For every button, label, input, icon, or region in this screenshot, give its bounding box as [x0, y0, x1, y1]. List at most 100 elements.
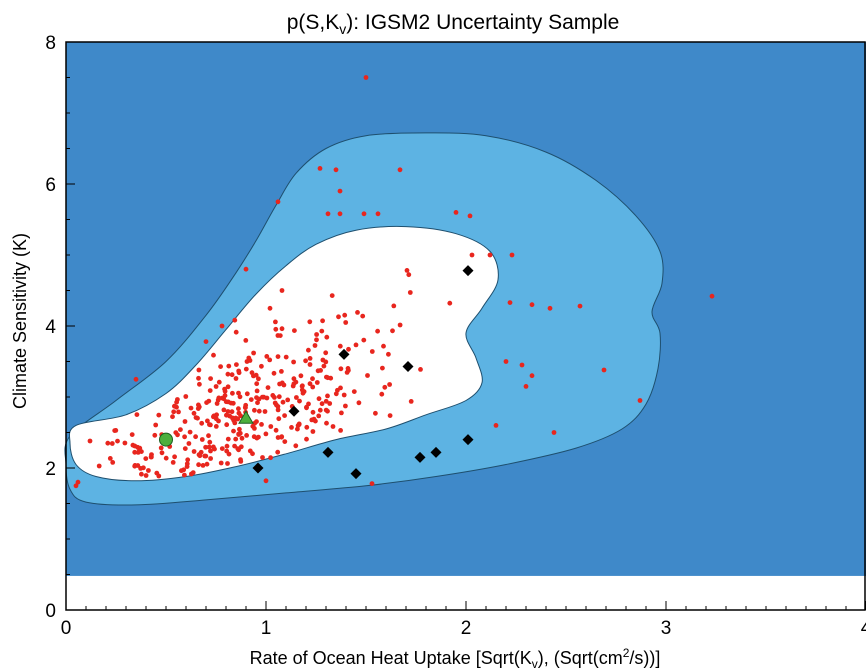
sample-point: [113, 428, 119, 433]
sample-point: [263, 431, 269, 437]
sample-point: [404, 268, 410, 273]
sample-point: [379, 391, 385, 397]
sample-point: [346, 346, 351, 352]
sample-point: [105, 440, 111, 446]
sample-point: [204, 461, 210, 467]
sample-point: [259, 363, 264, 369]
sample-point: [281, 382, 287, 388]
diamond-marker: [350, 468, 362, 480]
sample-point: [406, 272, 412, 278]
sample-point: [224, 422, 230, 428]
sample-point: [132, 449, 138, 455]
sample-point: [109, 441, 115, 446]
sample-point: [297, 398, 302, 404]
sample-point: [216, 395, 222, 401]
sample-point: [216, 379, 222, 385]
sample-point: [219, 446, 225, 451]
sample-point: [303, 358, 308, 364]
sample-point: [170, 414, 175, 420]
x-tick-label: 4: [861, 618, 866, 639]
sample-point: [503, 359, 509, 364]
sample-point: [487, 252, 493, 258]
sample-point: [351, 389, 357, 394]
sample-point: [224, 412, 229, 418]
sample-point: [304, 436, 309, 442]
sample-point: [282, 413, 287, 418]
sample-point: [225, 371, 231, 377]
x-tick-label: 0: [61, 618, 72, 639]
sample-point: [178, 427, 183, 432]
sample-point: [373, 410, 378, 416]
sample-point: [264, 354, 270, 359]
sample-point: [232, 443, 238, 449]
sample-point: [328, 375, 334, 381]
diamond-marker: [462, 434, 474, 446]
sample-point: [254, 388, 260, 394]
sample-point: [203, 339, 209, 344]
sample-point: [325, 211, 331, 217]
sample-point: [172, 403, 177, 409]
sample-point: [507, 300, 513, 305]
sample-point: [397, 322, 403, 328]
chart-title-part-1: p(S,K: [287, 11, 340, 34]
x-axis: 0 1 2 3 4: [61, 601, 866, 639]
sample-point: [187, 429, 193, 435]
x-tick-label: 2: [461, 618, 472, 639]
sample-point: [143, 456, 149, 461]
diamond-marker: [430, 446, 442, 458]
sample-point: [222, 388, 228, 394]
sample-point: [135, 444, 141, 450]
sample-point: [307, 356, 313, 361]
sample-point: [135, 450, 141, 455]
sample-point: [218, 460, 224, 466]
y-tick-label: 4: [45, 317, 56, 338]
sample-point: [158, 445, 164, 451]
sample-point: [314, 337, 319, 343]
sample-point: [353, 342, 359, 348]
sample-point: [325, 408, 330, 414]
sample-point: [296, 421, 302, 427]
sample-point: [262, 409, 268, 414]
sample-point: [407, 290, 413, 295]
sample-point: [387, 413, 393, 418]
sample-point: [149, 452, 154, 457]
sample-point: [96, 463, 102, 469]
sample-point: [225, 399, 231, 405]
sample-point: [282, 439, 288, 444]
sample-point: [107, 456, 113, 461]
sample-point: [380, 365, 385, 371]
sample-point: [313, 418, 318, 424]
sample-point: [519, 362, 525, 368]
sample-point: [312, 343, 318, 348]
sample-point: [207, 422, 212, 427]
sample-point: [146, 468, 151, 473]
sample-point: [196, 404, 202, 410]
sample-point: [174, 399, 180, 405]
sample-point: [224, 443, 230, 449]
sample-point: [293, 443, 299, 449]
sample-point: [182, 419, 188, 424]
sample-point: [336, 314, 341, 320]
sample-point: [230, 415, 235, 421]
sample-point: [337, 211, 343, 217]
sample-point: [291, 359, 296, 365]
y-axis: 0 2 4 6 8: [45, 33, 75, 622]
sample-point: [236, 406, 241, 412]
sample-point: [361, 337, 367, 343]
sample-point: [202, 453, 208, 459]
sample-point: [294, 395, 299, 400]
sample-point: [318, 368, 323, 373]
sample-point: [529, 373, 535, 379]
chart-title-part-2: ): IGSM2 Uncertainty Sample: [346, 11, 619, 34]
sample-point: [285, 397, 291, 403]
sample-point: [230, 390, 235, 396]
sample-point: [238, 459, 244, 464]
sample-point: [231, 428, 236, 434]
sample-point: [171, 409, 177, 415]
sample-point: [134, 412, 140, 417]
sample-point: [207, 439, 213, 445]
sample-point: [355, 310, 360, 315]
sample-point: [390, 328, 395, 334]
sample-point: [236, 447, 242, 453]
